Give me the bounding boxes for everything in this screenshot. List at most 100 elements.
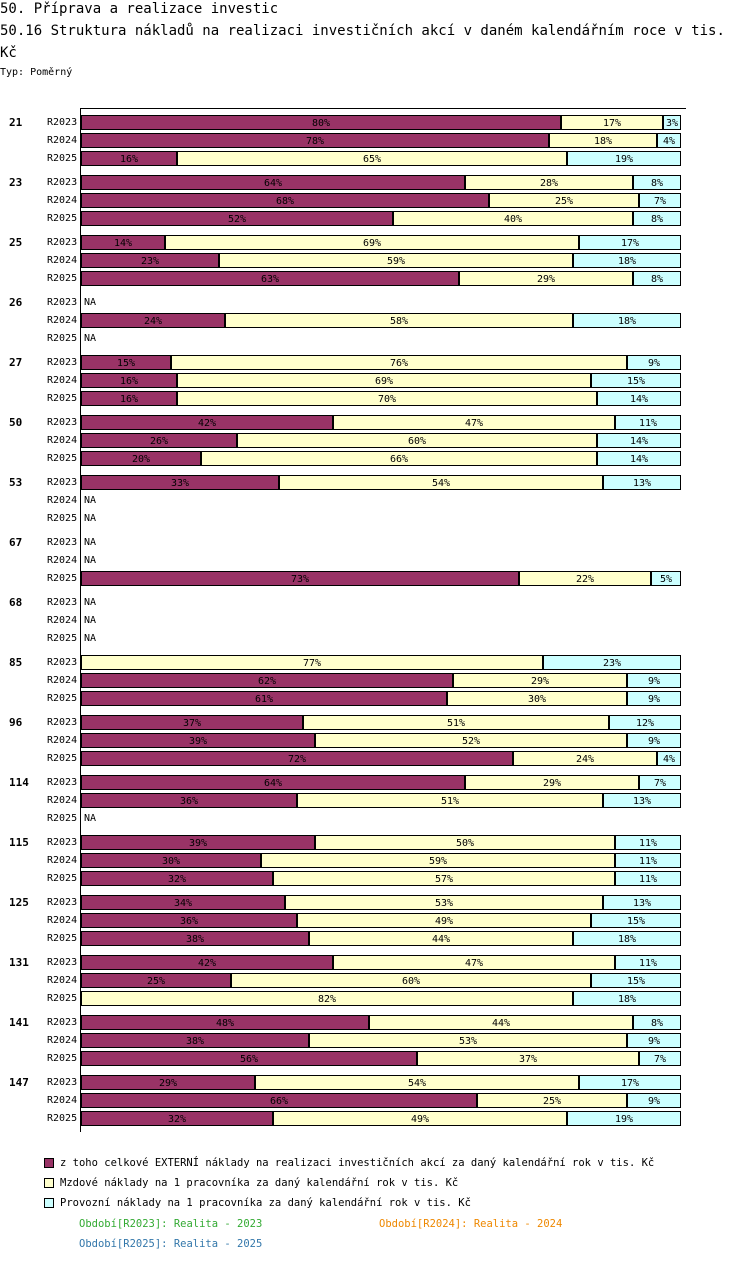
chart-type-label: Typ: Poměrný xyxy=(0,67,73,78)
bar-segment-mzdove xyxy=(273,1111,567,1126)
bar-segment-provozni xyxy=(591,913,681,928)
bar-segment-mzdove xyxy=(333,955,615,970)
period-tick-label: R2023 xyxy=(47,1017,77,1028)
data-label: 18% xyxy=(618,256,636,267)
data-label: 59% xyxy=(387,256,405,267)
bar-segment-provozni xyxy=(609,715,681,730)
data-label: 48% xyxy=(216,1018,234,1029)
bar-segment-mzdove xyxy=(279,475,603,490)
data-label: 17% xyxy=(621,1078,639,1089)
data-label: 52% xyxy=(228,214,246,225)
period-tick-label: R2024 xyxy=(47,555,77,566)
bar-segment-mzdove xyxy=(465,775,639,790)
data-label: 13% xyxy=(633,796,651,807)
bar-segment-externi xyxy=(81,415,333,430)
data-label: 16% xyxy=(120,154,138,165)
bar-segment-externi xyxy=(81,751,513,766)
bar-segment-externi xyxy=(81,691,447,706)
bar-segment-mzdove xyxy=(477,1093,627,1108)
bar-segment-provozni xyxy=(627,733,681,748)
na-label: NA xyxy=(84,597,96,608)
bar-segment-externi xyxy=(81,1111,273,1126)
data-label: 30% xyxy=(528,694,546,705)
data-label: 25% xyxy=(543,1096,561,1107)
data-label: 42% xyxy=(198,418,216,429)
legend-label-provozni: Provozní náklady na 1 pracovníka za daný… xyxy=(60,1197,471,1209)
bar-segment-externi xyxy=(81,253,219,268)
group-label: 53 xyxy=(9,476,22,489)
bar-segment-externi xyxy=(81,955,333,970)
period-tick-label: R2024 xyxy=(47,255,77,266)
bar-segment-externi xyxy=(81,835,315,850)
data-label: 51% xyxy=(447,718,465,729)
bar-segment-mzdove xyxy=(549,133,657,148)
data-label: 42% xyxy=(198,958,216,969)
period-label-r2023: Období[R2023]: Realita - 2023 xyxy=(79,1218,263,1230)
group-label: 50 xyxy=(9,416,22,429)
data-label: 14% xyxy=(630,394,648,405)
na-label: NA xyxy=(84,495,96,506)
bar-segment-mzdove xyxy=(315,835,615,850)
bar-segment-provozni xyxy=(615,835,681,850)
data-label: 60% xyxy=(402,976,420,987)
data-label: 50% xyxy=(456,838,474,849)
na-label: NA xyxy=(84,537,96,548)
data-label: 12% xyxy=(636,718,654,729)
bar-segment-provozni xyxy=(639,775,681,790)
data-label: 29% xyxy=(159,1078,177,1089)
bar-segment-provozni xyxy=(657,133,681,148)
group-label: 125 xyxy=(9,896,29,909)
bar-segment-mzdove xyxy=(165,235,579,250)
period-tick-label: R2024 xyxy=(47,615,77,626)
bar-segment-mzdove xyxy=(219,253,573,268)
data-label: 49% xyxy=(411,1114,429,1125)
data-label: 58% xyxy=(390,316,408,327)
bar-segment-provozni xyxy=(603,475,681,490)
period-tick-label: R2025 xyxy=(47,393,77,404)
bar-segment-provozni xyxy=(573,253,681,268)
data-label: 11% xyxy=(639,418,657,429)
bar-segment-mzdove xyxy=(489,193,639,208)
data-label: 29% xyxy=(537,274,555,285)
data-label: 53% xyxy=(459,1036,477,1047)
data-label: 29% xyxy=(543,778,561,789)
data-label: 8% xyxy=(651,274,663,285)
period-tick-label: R2024 xyxy=(47,195,77,206)
data-label: 7% xyxy=(654,196,666,207)
legend-item-mzdove: Mzdové náklady na 1 pracovníka za daný k… xyxy=(44,1173,654,1193)
legend-label-mzdove: Mzdové náklady na 1 pracovníka za daný k… xyxy=(60,1177,459,1189)
legend-item-provozni: Provozní náklady na 1 pracovníka za daný… xyxy=(44,1193,654,1213)
data-label: 8% xyxy=(651,178,663,189)
data-label: 28% xyxy=(540,178,558,189)
period-tick-label: R2023 xyxy=(47,657,77,668)
bar-segment-externi xyxy=(81,853,261,868)
group-label: 131 xyxy=(9,956,29,969)
period-tick-label: R2025 xyxy=(47,213,77,224)
data-label: 9% xyxy=(648,1096,660,1107)
bar-segment-externi xyxy=(81,355,171,370)
data-label: 13% xyxy=(633,898,651,909)
period-label-r2024: Období[R2024]: Realita - 2024 xyxy=(379,1218,563,1230)
data-label: 78% xyxy=(306,136,324,147)
data-label: 9% xyxy=(648,736,660,747)
data-label: 23% xyxy=(141,256,159,267)
bar-segment-mzdove xyxy=(453,673,627,688)
bar-segment-mzdove xyxy=(261,853,615,868)
data-label: 3% xyxy=(666,118,678,129)
na-label: NA xyxy=(84,333,96,344)
group-label: 25 xyxy=(9,236,22,249)
data-label: 73% xyxy=(291,574,309,585)
bar-segment-externi xyxy=(81,133,549,148)
period-tick-label: R2023 xyxy=(47,897,77,908)
bar-segment-externi xyxy=(81,895,285,910)
group-label: 21 xyxy=(9,116,23,129)
data-label: 37% xyxy=(183,718,201,729)
data-label: 8% xyxy=(651,1018,663,1029)
data-label: 19% xyxy=(615,1114,633,1125)
bar-segment-provozni xyxy=(657,751,681,766)
group-label: 27 xyxy=(9,356,22,369)
group-label: 68 xyxy=(9,596,22,609)
bar-segment-externi xyxy=(81,313,225,328)
bar-segment-externi xyxy=(81,151,177,166)
bar-segment-provozni xyxy=(627,673,681,688)
